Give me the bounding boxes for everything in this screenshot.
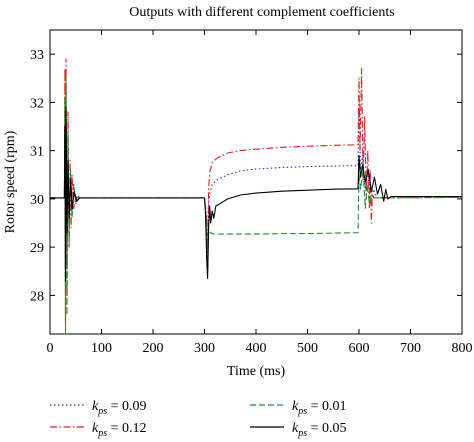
x-axis: 0 100 200 300 400 500 600 700 800 [47, 30, 473, 356]
legend-subscript: ps [297, 406, 307, 417]
y-tick-label: 31 [30, 145, 44, 160]
legend-label-0: kps = 0.09 [92, 399, 147, 417]
x-tick-label: 600 [349, 341, 370, 356]
x-tick-label: 100 [91, 341, 112, 356]
series-line-1 [50, 58, 463, 325]
x-tick-label: 800 [452, 341, 473, 356]
x-tick-label: 0 [47, 341, 54, 356]
legend-subscript: ps [97, 428, 107, 439]
x-tick-label: 500 [297, 341, 318, 356]
x-tick-label: 300 [194, 341, 215, 356]
x-tick-label: 700 [400, 341, 421, 356]
legend-subscript: ps [297, 428, 307, 439]
legend-label-3: kps = 0.05 [292, 421, 347, 439]
y-tick-label: 32 [30, 96, 44, 111]
legend-value: = 0.09 [107, 399, 146, 414]
y-axis: 28 29 30 31 32 33 [30, 48, 462, 304]
x-tick-label: 200 [143, 341, 164, 356]
y-tick-label: 29 [30, 241, 44, 256]
legend-subscript: ps [97, 406, 107, 417]
legend-value: = 0.01 [307, 399, 346, 414]
legend-symbol: k [292, 421, 299, 436]
series-line-3 [50, 106, 462, 282]
legend-symbol: k [292, 399, 299, 414]
y-axis-label: Rotor speed (rpm) [3, 130, 18, 233]
curves [50, 58, 463, 335]
series-line-2 [50, 72, 463, 335]
y-tick-label: 28 [30, 289, 44, 304]
legend-label-1: kps = 0.12 [92, 421, 147, 439]
chart-title: Outputs with different complement coeffi… [129, 5, 394, 20]
legend-value: = 0.05 [307, 421, 346, 436]
x-axis-label: Time (ms) [227, 364, 286, 379]
series-line-0 [50, 82, 463, 321]
y-tick-label: 33 [30, 48, 44, 63]
legend-value: = 0.12 [107, 421, 146, 436]
legend-symbol: k [92, 421, 99, 436]
legend-symbol: k [92, 399, 99, 414]
legend-label-2: kps = 0.01 [292, 399, 347, 417]
x-tick-label: 400 [246, 341, 267, 356]
plot-frame [49, 29, 463, 335]
y-tick-label: 30 [30, 193, 44, 208]
